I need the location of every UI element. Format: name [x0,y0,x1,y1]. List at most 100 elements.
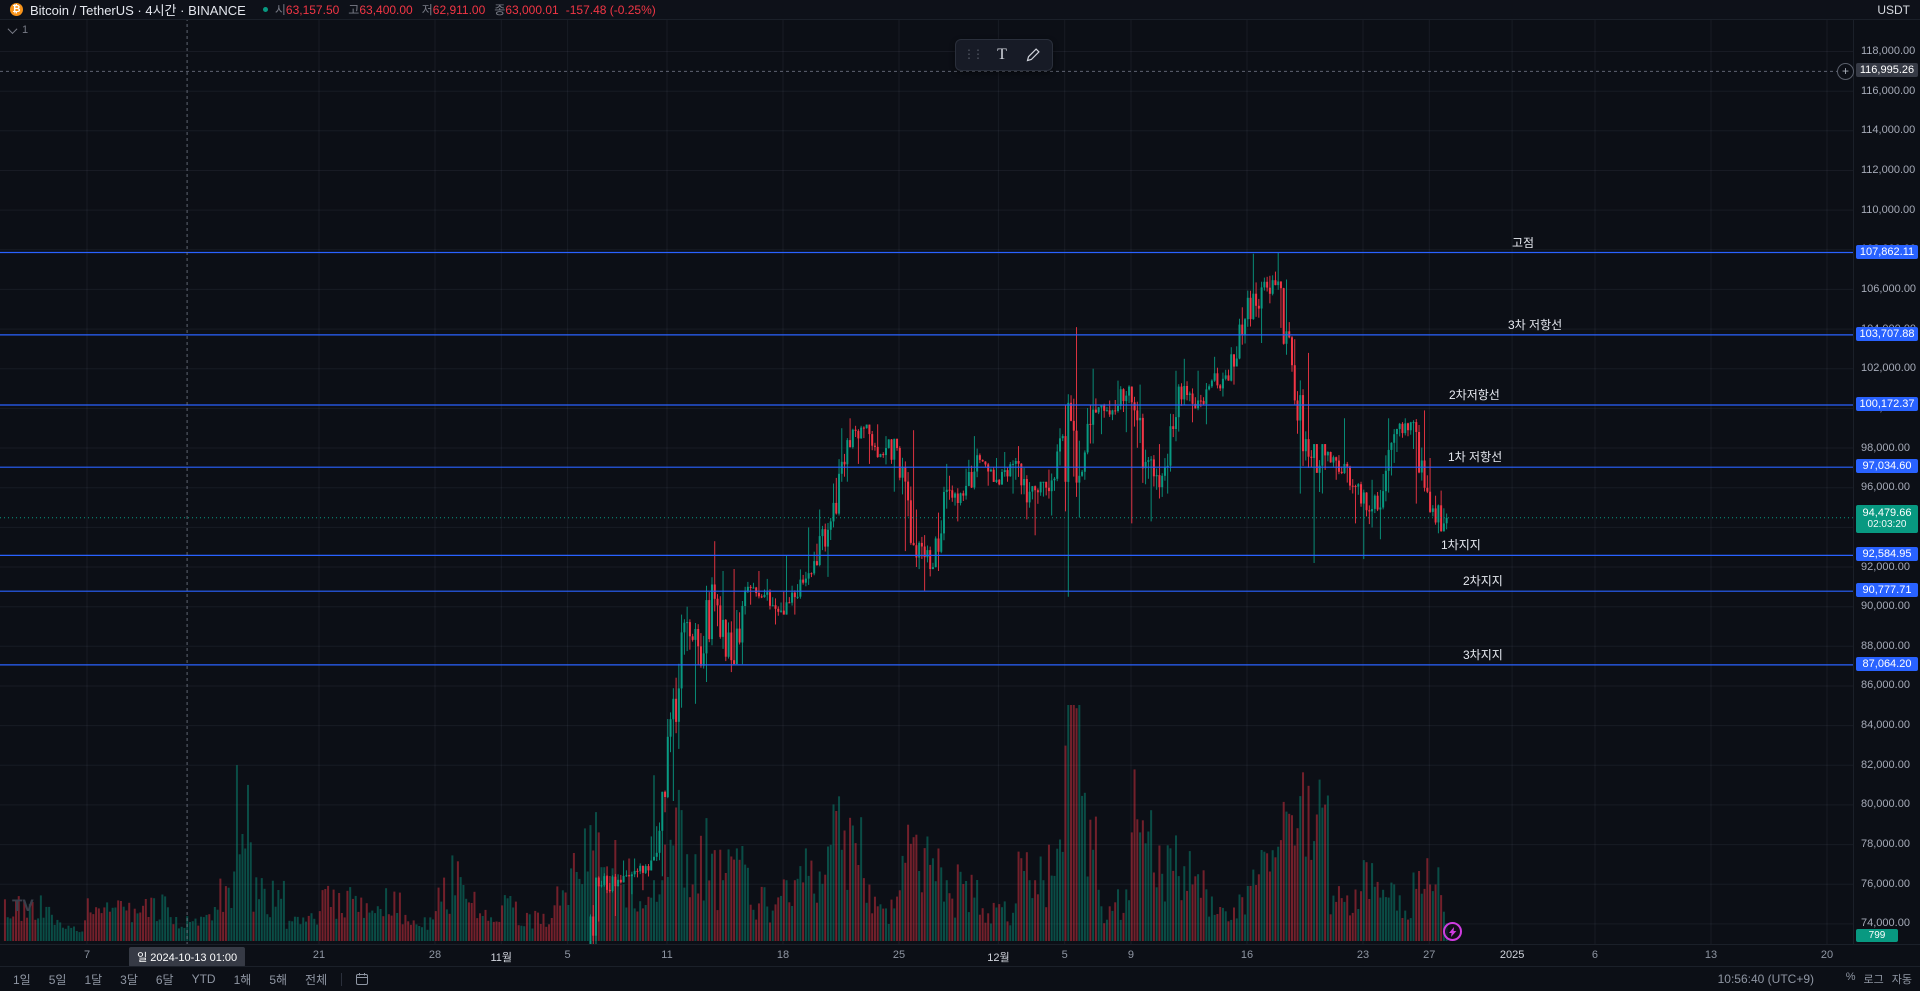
price-tick: 84,000.00 [1861,719,1910,732]
range-button-0[interactable]: 1일 [4,969,40,990]
high-value: 고63,400.00 [348,3,413,17]
legend-toggle[interactable]: 1 [7,23,29,36]
range-button-1[interactable]: 5일 [40,969,76,990]
price-tick: 92,000.00 [1861,560,1910,573]
open-value: 시63,157.50 [274,3,340,17]
price-tick: 106,000.00 [1861,282,1917,295]
drawing-toolbar[interactable]: ⋮⋮ T [955,39,1053,71]
level-price-badge: 103,707.88 [1856,326,1918,341]
go-to-date-button[interactable] [347,972,377,986]
price-tick: 116,000.00 [1861,84,1916,97]
price-tick: 86,000.00 [1861,679,1910,692]
range-selector: 1일 5일 1달 3달 6달 YTD 1해 5해 전체 [0,969,336,990]
event-marker-icon[interactable] [1443,922,1462,941]
add-alert-icon[interactable]: + [1837,63,1854,80]
market-status-dot [262,7,268,12]
percent-scale-button[interactable]: % [1845,971,1856,983]
brush-tool-button[interactable] [1019,42,1047,68]
legend-count: 1 [22,24,29,36]
level-label[interactable]: 고점 [1512,235,1535,250]
crosshair [0,0,1853,944]
time-axis[interactable]: 7 21 28 11월 5 11 18 25 12월 5 9 16 23 27 2025 6 13 20 일 202… [0,944,1920,967]
time-tick: 16 [1240,949,1254,961]
crosshair-date-badge: 일 2024-10-13 01:00 [129,947,246,967]
chevron-down-icon [7,23,18,34]
level-price-badge: 97,034.60 [1856,459,1918,474]
time-tick: 2025 [1499,949,1525,961]
level-lines [0,251,1853,666]
price-tick: 112,000.00 [1861,163,1916,176]
price-tick: 74,000.00 [1861,917,1910,930]
bitcoin-logo-icon: ₿ [10,3,23,16]
time-tick: 9 [1127,949,1135,961]
level-price-badge: 92,584.95 [1856,547,1918,562]
candles [589,252,1448,944]
time-tick: 11 [661,949,673,961]
range-button-6[interactable]: 1해 [225,969,261,990]
range-button-4[interactable]: 6달 [147,969,183,990]
price-tick: 118,000.00 [1861,45,1916,57]
currency-label: USDT [1877,2,1910,17]
time-tick: 25 [892,949,906,961]
price-axis[interactable]: 74,000.00 76,000.00 78,000.00 80,000.00 82,0… [1853,0,1920,944]
price-tick: 96,000.00 [1861,481,1910,494]
time-tick: 11월 [490,952,513,964]
symbol-title[interactable]: Bitcoin / TetherUS · 4시간 · BINANCE [30,3,246,18]
level-label[interactable]: 2차지지 [1463,574,1503,589]
price-tick: 114,000.00 [1861,124,1916,137]
range-button-2[interactable]: 1달 [75,969,111,990]
time-tick: 13 [1704,949,1718,961]
calendar-icon [356,973,369,985]
ohlc-readout: 시63,157.50 고63,400.00 저62,911.00 종63,000… [275,1,559,18]
chart-canvas[interactable] [0,0,1853,944]
time-tick: 27 [1423,949,1436,961]
price-tick: 76,000.00 [1861,877,1910,890]
level-label[interactable]: 1차 저항선 [1448,450,1503,465]
time-tick: 20 [1820,949,1834,961]
volume-value-badge: 799 [1856,929,1898,942]
auto-scale-button[interactable]: 자동 [1891,974,1912,986]
range-button-5[interactable]: YTD [183,970,225,988]
level-label[interactable]: 1차지지 [1441,538,1481,553]
level-label[interactable]: 2차저항선 [1449,387,1500,402]
time-tick: 5 [1061,949,1068,961]
range-button-7[interactable]: 5해 [260,969,296,990]
volume-bars [3,705,1448,941]
time-tick: 6 [1591,949,1599,961]
level-price-badge: 90,777.71 [1856,583,1918,598]
text-tool-button[interactable]: T [988,42,1016,68]
grid-lines [0,0,1853,944]
price-tick: 110,000.00 [1861,203,1916,216]
level-price-badge: 100,172.37 [1856,396,1918,411]
time-tick: 5 [564,949,571,961]
tradingview-logo[interactable]: TV [12,896,34,915]
price-tick: 82,000.00 [1861,758,1910,771]
price-tick: 80,000.00 [1861,798,1910,811]
close-value: 종63,000.01 [494,3,559,17]
level-price-badge: 107,862.11 [1856,244,1918,259]
level-price-badge: 87,064.20 [1856,656,1918,671]
range-button-8[interactable]: 전체 [296,969,336,990]
price-tick: 98,000.00 [1861,441,1910,454]
level-label[interactable]: 3차 저항선 [1508,317,1563,332]
drag-handle-icon[interactable]: ⋮⋮ [963,47,984,61]
topbar: ₿ Bitcoin / TetherUS · 4시간 · BINANCE 시63… [0,0,1920,20]
level-label[interactable]: 3차지지 [1463,647,1503,662]
clock-label[interactable]: 10:56:40 (UTC+9) [1717,972,1814,986]
range-button-3[interactable]: 3달 [111,969,147,990]
price-tick: 88,000.00 [1861,639,1910,652]
time-tick: 12월 [987,952,1010,964]
log-scale-button[interactable]: 로그 [1863,974,1884,986]
bottom-toolbar: 1일 5일 1달 3달 6달 YTD 1해 5해 전체 10:56:40 (UTC+9) % 로… [0,966,1920,991]
low-value: 저62,911.00 [421,3,486,17]
toolbar-divider [341,972,343,986]
time-tick: 21 [312,949,326,961]
change-readout: -157.48 (-0.25%) [565,2,656,17]
time-tick: 23 [1356,949,1370,961]
time-tick: 7 [83,949,91,961]
price-tick: 102,000.00 [1861,362,1917,375]
pen-icon [1026,48,1040,62]
scale-controls: % 로그 자동 [1828,971,1920,987]
time-tick: 18 [776,949,790,961]
price-tick: 90,000.00 [1861,600,1910,613]
